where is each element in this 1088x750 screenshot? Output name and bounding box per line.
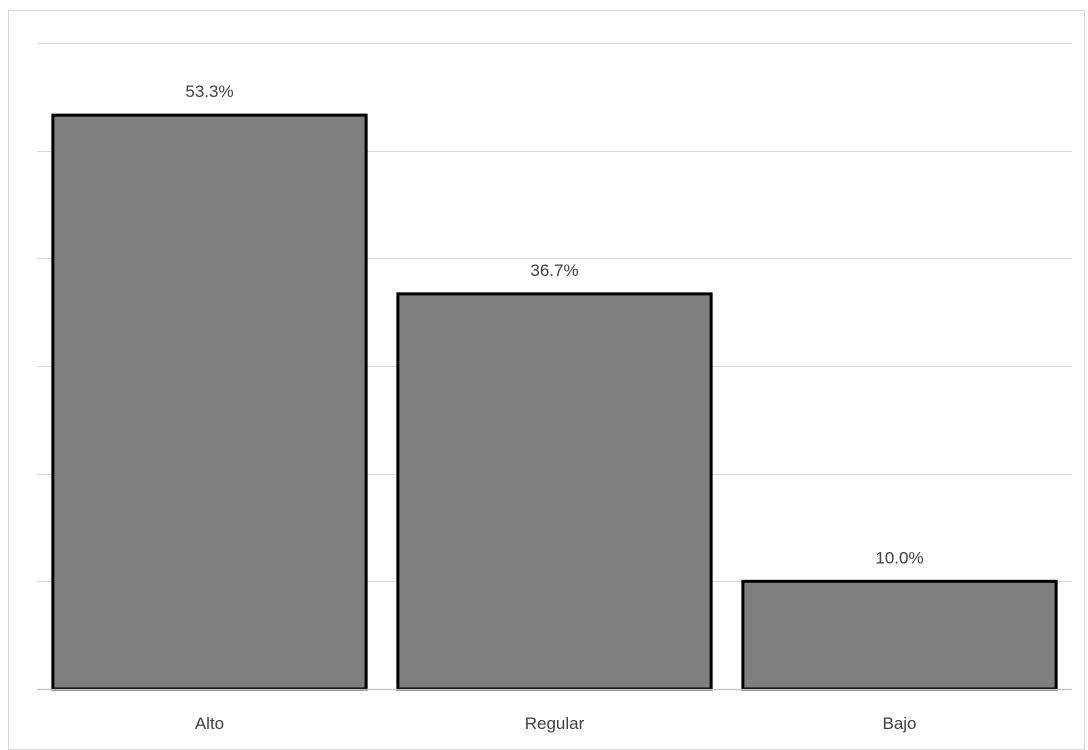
data-label-alto: 53.3% [185,82,233,101]
bars [51,113,1058,691]
bar-regular [396,292,713,691]
x-tick-label-bajo: Bajo [882,714,916,733]
x-tick-labels: Alto Regular Bajo [195,714,917,733]
x-tick-label-alto: Alto [195,714,224,733]
data-label-bajo: 10.0% [875,548,923,567]
data-labels: 53.3% 36.7% 10.0% [185,82,923,567]
x-tick-label-regular: Regular [525,714,585,733]
data-label-regular: 36.7% [530,261,578,280]
bar-alto [51,113,368,691]
bar-bajo [741,579,1058,691]
